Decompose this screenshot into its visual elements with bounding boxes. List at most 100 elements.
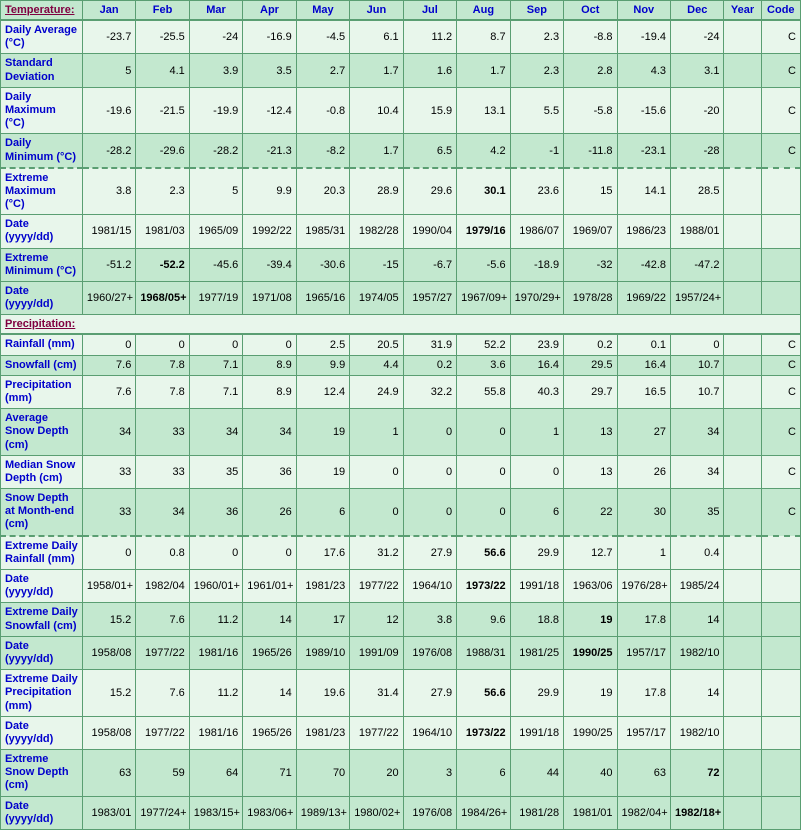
data-cell — [724, 248, 761, 281]
data-cell — [761, 536, 800, 570]
data-cell — [724, 409, 761, 456]
data-cell: 1958/01+ — [82, 570, 135, 603]
data-cell: 1957/17 — [617, 636, 670, 669]
data-cell: 7.6 — [136, 603, 189, 636]
data-cell: 71 — [243, 750, 296, 797]
data-cell: 1.7 — [350, 134, 403, 168]
data-cell: 8.9 — [243, 355, 296, 375]
data-cell: 16.4 — [510, 355, 563, 375]
data-cell: 44 — [510, 750, 563, 797]
data-cell: -47.2 — [671, 248, 724, 281]
data-cell: 63 — [82, 750, 135, 797]
data-cell: 26 — [243, 489, 296, 536]
data-cell: 34 — [671, 409, 724, 456]
data-cell: 19.6 — [296, 670, 349, 717]
data-cell: 15.2 — [82, 603, 135, 636]
data-cell: C — [761, 455, 800, 488]
data-cell: 0 — [457, 409, 510, 456]
data-cell: 30.1 — [457, 168, 510, 215]
data-cell: 3.5 — [243, 54, 296, 87]
data-cell: 2.3 — [510, 54, 563, 87]
data-cell: 1982/04+ — [617, 796, 670, 829]
data-cell: 0 — [189, 536, 242, 570]
data-cell — [761, 603, 800, 636]
data-cell: 4.4 — [350, 355, 403, 375]
data-cell: 1965/09 — [189, 215, 242, 248]
data-cell: 1981/16 — [189, 716, 242, 749]
data-cell: 0 — [350, 455, 403, 488]
data-cell: 22 — [564, 489, 617, 536]
data-cell: 15 — [564, 168, 617, 215]
data-cell: -0.8 — [296, 87, 349, 134]
data-cell: 7.6 — [136, 670, 189, 717]
data-cell: -24 — [189, 20, 242, 54]
data-cell: 31.9 — [403, 334, 456, 355]
data-cell: 2.5 — [296, 334, 349, 355]
data-cell: 36 — [189, 489, 242, 536]
data-cell: 1.7 — [457, 54, 510, 87]
section-header-temperature: Temperature: — [1, 1, 83, 21]
data-cell: -25.5 — [136, 20, 189, 54]
data-cell: 1982/04 — [136, 570, 189, 603]
data-cell: 19 — [296, 455, 349, 488]
data-cell — [724, 570, 761, 603]
data-cell — [724, 215, 761, 248]
data-cell — [724, 750, 761, 797]
row-label: Date (yyyy/dd) — [1, 716, 83, 749]
data-cell: -12.4 — [243, 87, 296, 134]
data-cell: -4.5 — [296, 20, 349, 54]
data-cell: -5.6 — [457, 248, 510, 281]
data-cell: 2.7 — [296, 54, 349, 87]
data-cell: 1977/22 — [350, 570, 403, 603]
data-cell: 1985/24 — [671, 570, 724, 603]
data-cell: 29.5 — [564, 355, 617, 375]
data-cell: 14 — [671, 670, 724, 717]
data-cell: 1992/22 — [243, 215, 296, 248]
data-cell: 55.8 — [457, 375, 510, 408]
data-cell: 32.2 — [403, 375, 456, 408]
data-cell: 29.6 — [403, 168, 456, 215]
data-cell: 1965/26 — [243, 716, 296, 749]
data-cell: 4.2 — [457, 134, 510, 168]
data-cell: 28.9 — [350, 168, 403, 215]
data-cell: -11.8 — [564, 134, 617, 168]
data-cell: 1991/18 — [510, 570, 563, 603]
column-header: Jul — [403, 1, 456, 21]
data-cell: 0.2 — [403, 355, 456, 375]
data-cell: 1958/08 — [82, 636, 135, 669]
data-cell: 17.6 — [296, 536, 349, 570]
data-cell: 4.1 — [136, 54, 189, 87]
data-cell: 1990/04 — [403, 215, 456, 248]
data-cell — [724, 455, 761, 488]
data-cell: 9.6 — [457, 603, 510, 636]
data-cell: 3.1 — [671, 54, 724, 87]
data-cell: C — [761, 134, 800, 168]
data-cell: 5 — [82, 54, 135, 87]
data-cell: -28.2 — [82, 134, 135, 168]
data-cell: -30.6 — [296, 248, 349, 281]
data-cell: 1982/10 — [671, 716, 724, 749]
data-cell: 8.7 — [457, 20, 510, 54]
data-cell — [724, 489, 761, 536]
data-cell: -42.8 — [617, 248, 670, 281]
data-cell: 30 — [617, 489, 670, 536]
climate-data-table: Temperature:JanFebMarAprMayJunJulAugSepO… — [0, 0, 801, 830]
data-cell: 7.6 — [82, 355, 135, 375]
data-cell: 0 — [403, 455, 456, 488]
row-label: Daily Minimum (°C) — [1, 134, 83, 168]
data-cell: 59 — [136, 750, 189, 797]
data-cell: 29.7 — [564, 375, 617, 408]
column-header: Apr — [243, 1, 296, 21]
data-cell: 1 — [350, 409, 403, 456]
data-cell: 17 — [296, 603, 349, 636]
data-cell: -19.9 — [189, 87, 242, 134]
data-cell: 1982/18+ — [671, 796, 724, 829]
data-cell — [724, 168, 761, 215]
data-cell: -1 — [510, 134, 563, 168]
data-cell: 18.8 — [510, 603, 563, 636]
data-cell — [724, 54, 761, 87]
data-cell: 1.6 — [403, 54, 456, 87]
data-cell: 1957/17 — [617, 716, 670, 749]
data-cell: 1981/23 — [296, 716, 349, 749]
data-cell: 7.8 — [136, 375, 189, 408]
